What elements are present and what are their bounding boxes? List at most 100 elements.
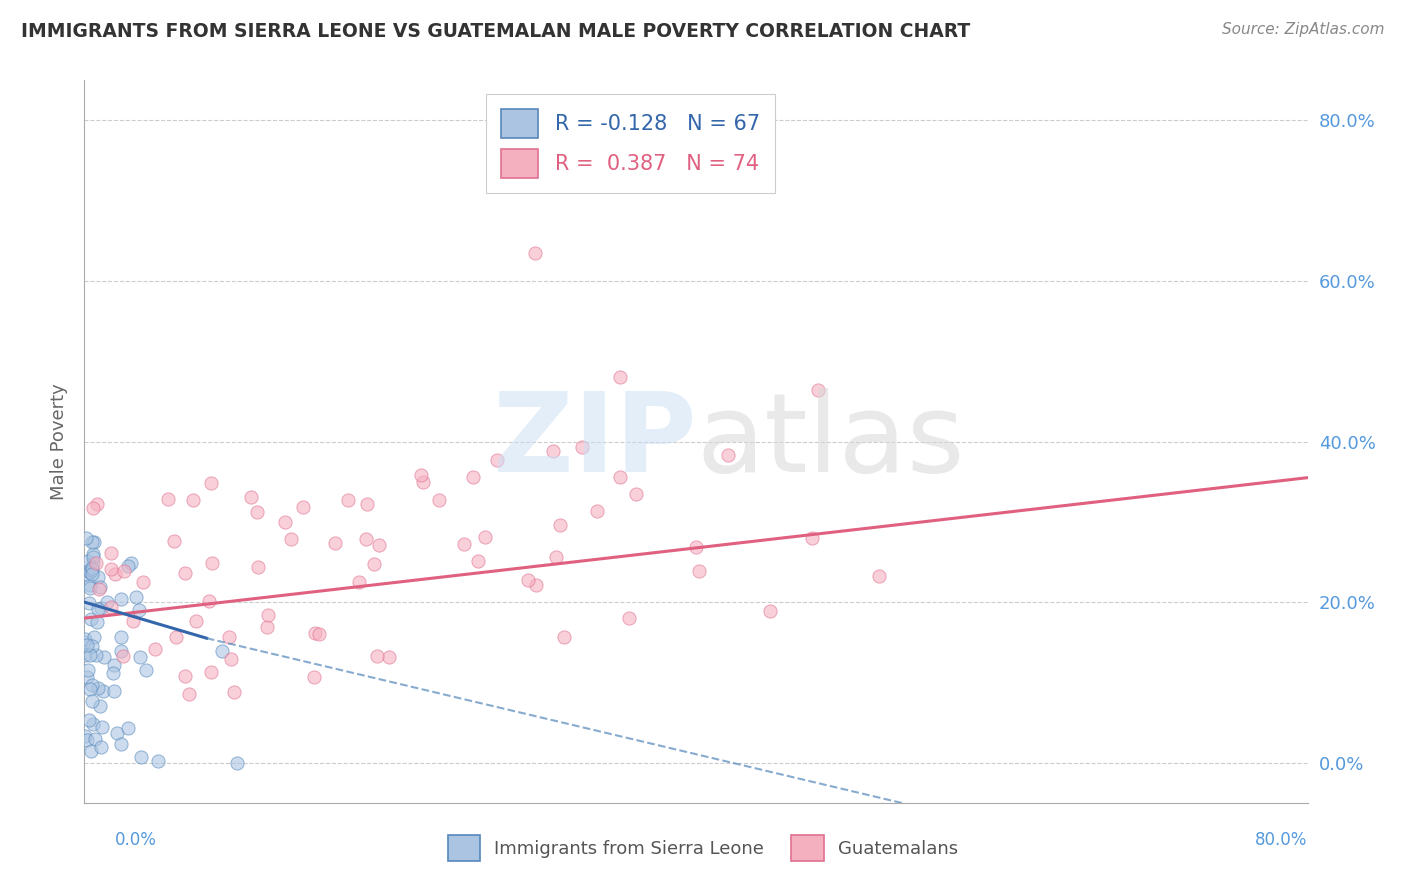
- Point: [122, 615, 145, 629]
- Point: [143, 641, 166, 656]
- Point: [280, 532, 302, 546]
- Point: [120, 556, 142, 570]
- Point: [302, 670, 325, 684]
- Point: [96, 595, 118, 609]
- Point: [368, 538, 391, 552]
- Point: [84, 648, 107, 662]
- Point: [291, 500, 314, 514]
- Point: [79, 578, 101, 592]
- Point: [173, 566, 195, 581]
- Point: [91, 720, 114, 734]
- Point: [474, 530, 496, 544]
- Point: [87, 602, 110, 616]
- Point: [165, 630, 187, 644]
- Point: [77, 663, 100, 677]
- Point: [354, 533, 377, 547]
- Point: [76, 638, 98, 652]
- Point: [100, 600, 122, 615]
- Point: [218, 630, 240, 644]
- Y-axis label: Male Poverty: Male Poverty: [49, 384, 67, 500]
- Text: 0.0%: 0.0%: [115, 831, 157, 849]
- Point: [112, 649, 135, 664]
- Point: [146, 754, 169, 768]
- Point: [82, 694, 104, 708]
- Point: [211, 644, 233, 658]
- Point: [181, 493, 204, 508]
- Point: [80, 561, 103, 575]
- Point: [624, 487, 647, 501]
- Point: [807, 383, 830, 397]
- Text: IMMIGRANTS FROM SIERRA LEONE VS GUATEMALAN MALE POVERTY CORRELATION CHART: IMMIGRANTS FROM SIERRA LEONE VS GUATEMAL…: [21, 22, 970, 41]
- Point: [586, 504, 609, 518]
- Point: [77, 596, 100, 610]
- Point: [688, 565, 710, 579]
- Point: [105, 726, 128, 740]
- Point: [869, 568, 891, 582]
- Point: [76, 670, 98, 684]
- Legend: R = -0.128   N = 67, R =  0.387   N = 74: R = -0.128 N = 67, R = 0.387 N = 74: [486, 95, 775, 193]
- Point: [82, 717, 104, 731]
- Point: [87, 681, 110, 695]
- Legend: Immigrants from Sierra Leone, Guatemalans: Immigrants from Sierra Leone, Guatemalan…: [439, 826, 967, 870]
- Point: [103, 657, 125, 672]
- Point: [323, 535, 346, 549]
- Point: [79, 581, 101, 595]
- Point: [103, 684, 125, 698]
- Point: [524, 245, 547, 260]
- Point: [226, 756, 249, 770]
- Point: [157, 491, 180, 506]
- Text: 80.0%: 80.0%: [1256, 831, 1308, 849]
- Point: [87, 570, 110, 584]
- Point: [256, 620, 278, 634]
- Point: [110, 737, 132, 751]
- Point: [541, 443, 564, 458]
- Point: [128, 603, 150, 617]
- Point: [544, 549, 567, 564]
- Point: [245, 505, 267, 519]
- Point: [76, 564, 98, 578]
- Point: [100, 562, 122, 576]
- Point: [347, 574, 370, 589]
- Point: [86, 497, 108, 511]
- Point: [485, 452, 508, 467]
- Point: [467, 554, 489, 568]
- Point: [131, 574, 153, 589]
- Point: [82, 556, 104, 570]
- Point: [685, 540, 707, 554]
- Point: [84, 556, 107, 570]
- Point: [80, 563, 103, 577]
- Point: [427, 493, 450, 508]
- Point: [553, 631, 575, 645]
- Point: [100, 546, 122, 560]
- Point: [89, 581, 111, 595]
- Point: [75, 566, 97, 581]
- Point: [75, 730, 97, 744]
- Point: [257, 607, 280, 622]
- Point: [75, 531, 97, 545]
- Point: [200, 665, 222, 679]
- Point: [117, 721, 139, 735]
- Point: [103, 666, 125, 681]
- Point: [129, 650, 152, 665]
- Point: [304, 626, 326, 640]
- Point: [77, 554, 100, 568]
- Point: [76, 733, 98, 747]
- Text: atlas: atlas: [696, 388, 965, 495]
- Point: [197, 594, 219, 608]
- Point: [104, 566, 127, 581]
- Point: [548, 517, 571, 532]
- Point: [79, 648, 101, 663]
- Point: [83, 630, 105, 644]
- Point: [135, 664, 157, 678]
- Point: [79, 682, 101, 697]
- Point: [82, 549, 104, 564]
- Point: [91, 684, 114, 698]
- Point: [173, 669, 195, 683]
- Point: [89, 698, 111, 713]
- Point: [378, 649, 401, 664]
- Point: [163, 534, 186, 549]
- Point: [80, 535, 103, 549]
- Point: [82, 548, 104, 562]
- Point: [110, 630, 132, 644]
- Point: [75, 635, 97, 649]
